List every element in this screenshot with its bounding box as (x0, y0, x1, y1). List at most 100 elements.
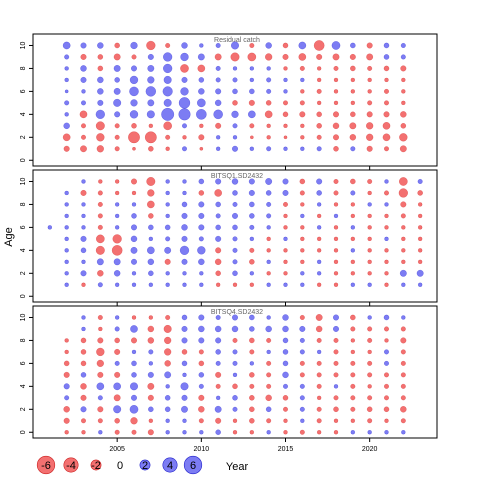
residual-bubble (283, 201, 288, 207)
legend-label: -4 (66, 460, 76, 472)
residual-bubble (283, 271, 288, 276)
residual-bubble (300, 271, 305, 276)
residual-bubble (283, 430, 288, 435)
residual-bubble (350, 89, 356, 94)
residual-bubble (113, 382, 121, 391)
residual-bubble (349, 53, 356, 60)
legend-bubble (162, 457, 178, 473)
y-tick-label: 0 (20, 430, 27, 434)
residual-bubble (114, 123, 120, 129)
residual-bubble (182, 418, 187, 423)
residual-bubble (97, 315, 103, 320)
legend: -6 -4 -2 0 2 4 6 (36, 455, 203, 475)
residual-bubble (198, 383, 204, 389)
residual-bubble (249, 326, 255, 332)
y-tick-label: 2 (20, 135, 27, 139)
residual-bubble (81, 225, 86, 230)
residual-bubble (249, 213, 255, 219)
residual-bubble (232, 100, 238, 106)
residual-bubble (400, 349, 406, 355)
y-tick-label: 8 (20, 338, 27, 342)
residual-bubble (198, 134, 205, 141)
residual-bubble (300, 225, 305, 230)
residual-bubble (248, 189, 255, 196)
residual-bubble (114, 348, 121, 355)
residual-bubble (196, 109, 207, 120)
residual-bubble (266, 315, 271, 320)
residual-bubble (80, 42, 87, 49)
residual-bubble (282, 314, 289, 321)
residual-bubble (384, 326, 389, 332)
residual-bubble (265, 190, 272, 196)
residual-bubble (400, 213, 406, 219)
residual-bubble (182, 190, 187, 196)
residual-bubble (265, 53, 273, 61)
residual-bubble (164, 246, 172, 254)
residual-bubble (283, 282, 288, 287)
residual-bubble (401, 315, 406, 320)
y-tick-label: 10 (20, 313, 27, 321)
residual-bubble (97, 65, 104, 72)
residual-bubble (215, 349, 221, 355)
residual-bubble (131, 65, 137, 72)
residual-bubble (333, 384, 339, 389)
residual-bubble (367, 202, 372, 207)
residual-bubble (384, 236, 389, 242)
residual-bubble (96, 133, 105, 142)
residual-bubble (232, 282, 238, 287)
residual-bubble (197, 64, 206, 73)
legend-label: -2 (91, 460, 101, 472)
residual-bubble (333, 179, 339, 184)
residual-bubble (130, 246, 138, 254)
residual-bubble (249, 123, 255, 129)
residual-bubble (97, 99, 104, 106)
residual-bubble (333, 146, 339, 152)
residual-bubble (181, 325, 188, 332)
residual-bubble (249, 349, 255, 355)
residual-bubble (232, 224, 238, 231)
y-tick-label: 2 (20, 407, 27, 411)
residual-bubble (283, 213, 288, 219)
legend-label: 2 (142, 460, 148, 472)
residual-bubble (81, 418, 86, 424)
residual-bubble (98, 326, 103, 332)
residual-bubble (198, 88, 205, 95)
panel-frame (32, 305, 438, 439)
residual-bubble (164, 348, 172, 356)
x-tick-label: 2005 (109, 446, 125, 453)
residual-bubble (316, 360, 322, 366)
residual-bubble (214, 325, 222, 333)
residual-bubble (181, 258, 188, 265)
residual-bubble (182, 179, 187, 184)
residual-bubble (384, 248, 389, 253)
residual-bubble (148, 224, 154, 231)
residual-bubble (333, 418, 339, 423)
residual-bubble (80, 349, 87, 355)
residual-bubble (181, 360, 188, 367)
residual-bubble (417, 282, 423, 287)
residual-bubble (249, 236, 255, 242)
residual-bubble (162, 86, 173, 97)
residual-bubble (249, 271, 255, 276)
residual-bubble (182, 123, 187, 129)
residual-bubble (232, 430, 238, 435)
residual-bubble (316, 202, 322, 207)
residual-bubble (316, 418, 322, 424)
residual-bubble (147, 429, 154, 436)
residual-bubble (299, 395, 305, 401)
residual-bubble (316, 236, 322, 242)
residual-bubble (232, 236, 238, 242)
residual-bubble (198, 190, 205, 196)
residual-bubble (131, 54, 137, 60)
residual-bubble (131, 213, 137, 219)
residual-bubble (147, 76, 155, 84)
residual-bubble (96, 234, 105, 244)
residual-bubble (97, 371, 104, 378)
residual-bubble (316, 282, 322, 287)
residual-bubble (113, 98, 122, 107)
residual-bubble (384, 190, 389, 196)
residual-bubble (63, 360, 70, 367)
residual-bubble (64, 430, 69, 435)
residual-bubble (350, 190, 356, 196)
